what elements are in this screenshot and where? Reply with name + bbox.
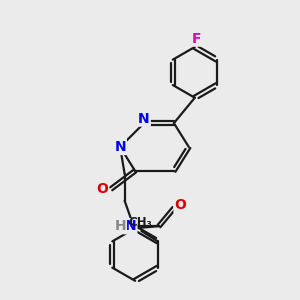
Text: O: O: [96, 182, 108, 196]
Text: N: N: [114, 140, 126, 154]
Text: N: N: [125, 219, 136, 233]
Text: N: N: [138, 112, 150, 126]
Text: H: H: [114, 219, 126, 233]
Text: CH₃: CH₃: [128, 216, 152, 230]
Text: F: F: [191, 32, 201, 46]
Text: O: O: [175, 198, 186, 212]
